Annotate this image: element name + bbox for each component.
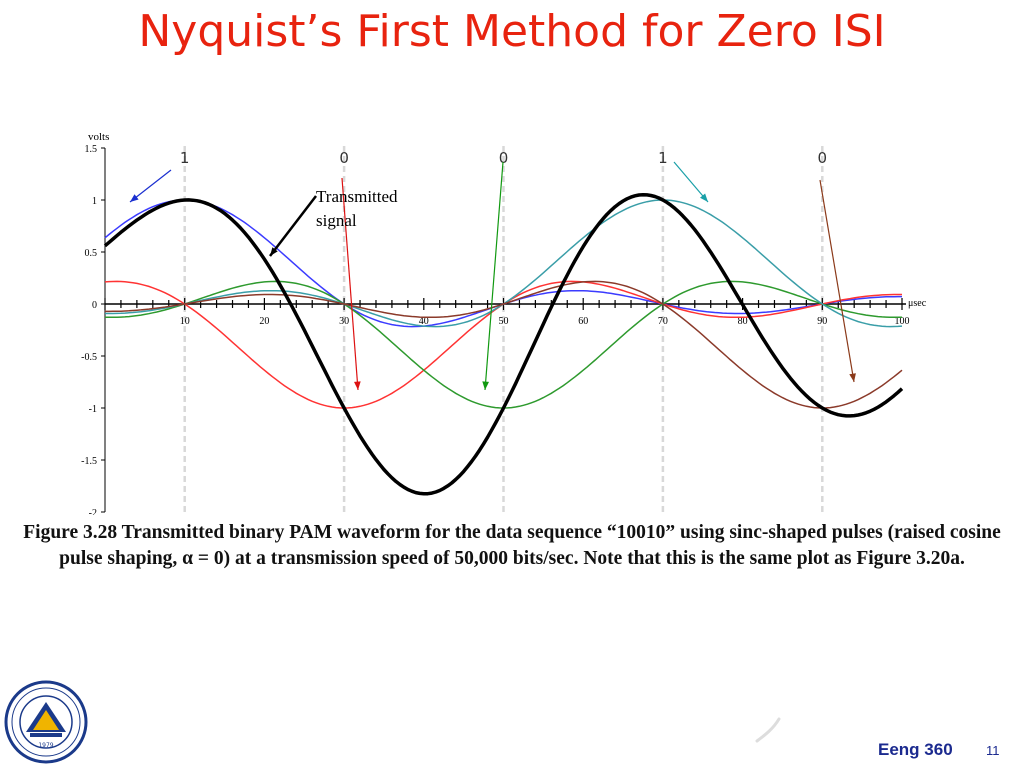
bit-label: 0 <box>339 149 349 167</box>
arrow-head <box>354 381 361 390</box>
x-tick-label: 40 <box>419 316 429 327</box>
pam-waveform-chart: 1.510.50-0.5-1-1.5-210 20 30 40 50 60 70 80 90 10… <box>81 131 927 515</box>
pulse-line <box>105 280 903 409</box>
arrow-head <box>130 194 139 202</box>
bit-label: 1 <box>180 149 190 167</box>
university-logo: 1979 <box>4 680 88 764</box>
arrow-head <box>270 247 278 256</box>
y-tick-label: -2 <box>89 508 97 515</box>
bit-label: 1 <box>658 149 668 167</box>
arrow-line <box>484 161 504 391</box>
decorative-swoosh <box>755 717 781 743</box>
chart-gridlines <box>183 146 824 512</box>
x-tick-label: 10 <box>180 316 190 327</box>
slide-title: Nyquist’s First Method for Zero ISI <box>138 6 886 57</box>
x-tick-label: 60 <box>578 316 588 327</box>
signal-label-line1: Transmitted <box>316 187 398 206</box>
annotation-arrows <box>129 161 856 391</box>
arrow-line <box>269 195 317 257</box>
bit-labels: 1 0 0 1 0 <box>180 149 827 167</box>
y-tick-label: -1 <box>89 404 97 415</box>
x-tick-label: 20 <box>259 316 269 327</box>
x-tick-label: 70 <box>658 316 668 327</box>
y-tick-label: 1.5 <box>85 144 98 155</box>
figure-caption: Figure 3.28 Transmitted binary PAM wavef… <box>23 522 1001 569</box>
arrow-line <box>673 161 709 203</box>
y-tick-label: 0.5 <box>85 248 98 259</box>
arrow-line <box>341 177 359 391</box>
x-axis-label: μsec <box>908 298 927 309</box>
x-tick-label: 90 <box>817 316 827 327</box>
logo-year: 1979 <box>38 742 53 749</box>
arrow-head <box>482 381 489 390</box>
y-tick-label: 1 <box>92 196 97 207</box>
chart-axes: 1.510.50-0.5-1-1.5-210 20 30 40 50 60 70 80 90 10… <box>81 144 909 515</box>
x-tick-label: 50 <box>499 316 509 327</box>
y-tick-label: -0.5 <box>81 352 97 363</box>
x-tick-label: 30 <box>339 316 349 327</box>
y-tick-label: 0 <box>92 300 97 311</box>
x-tick-label: 100 <box>895 316 910 327</box>
page-number: 11 <box>986 743 1000 758</box>
bit-label: 0 <box>499 149 509 167</box>
signal-label-line2: signal <box>316 211 357 230</box>
chart-series <box>103 192 904 496</box>
arrow-head <box>700 193 708 202</box>
y-axis-label: volts <box>88 131 109 143</box>
course-label: Eeng 360 <box>878 740 953 759</box>
transmitted-signal-line <box>103 192 904 496</box>
x-tick-label: 80 <box>738 316 748 327</box>
arrow-line <box>129 169 172 203</box>
arrow-line <box>819 179 855 383</box>
arrow-head <box>849 373 856 382</box>
bit-label: 0 <box>818 149 828 167</box>
y-tick-label: -1.5 <box>81 456 97 467</box>
